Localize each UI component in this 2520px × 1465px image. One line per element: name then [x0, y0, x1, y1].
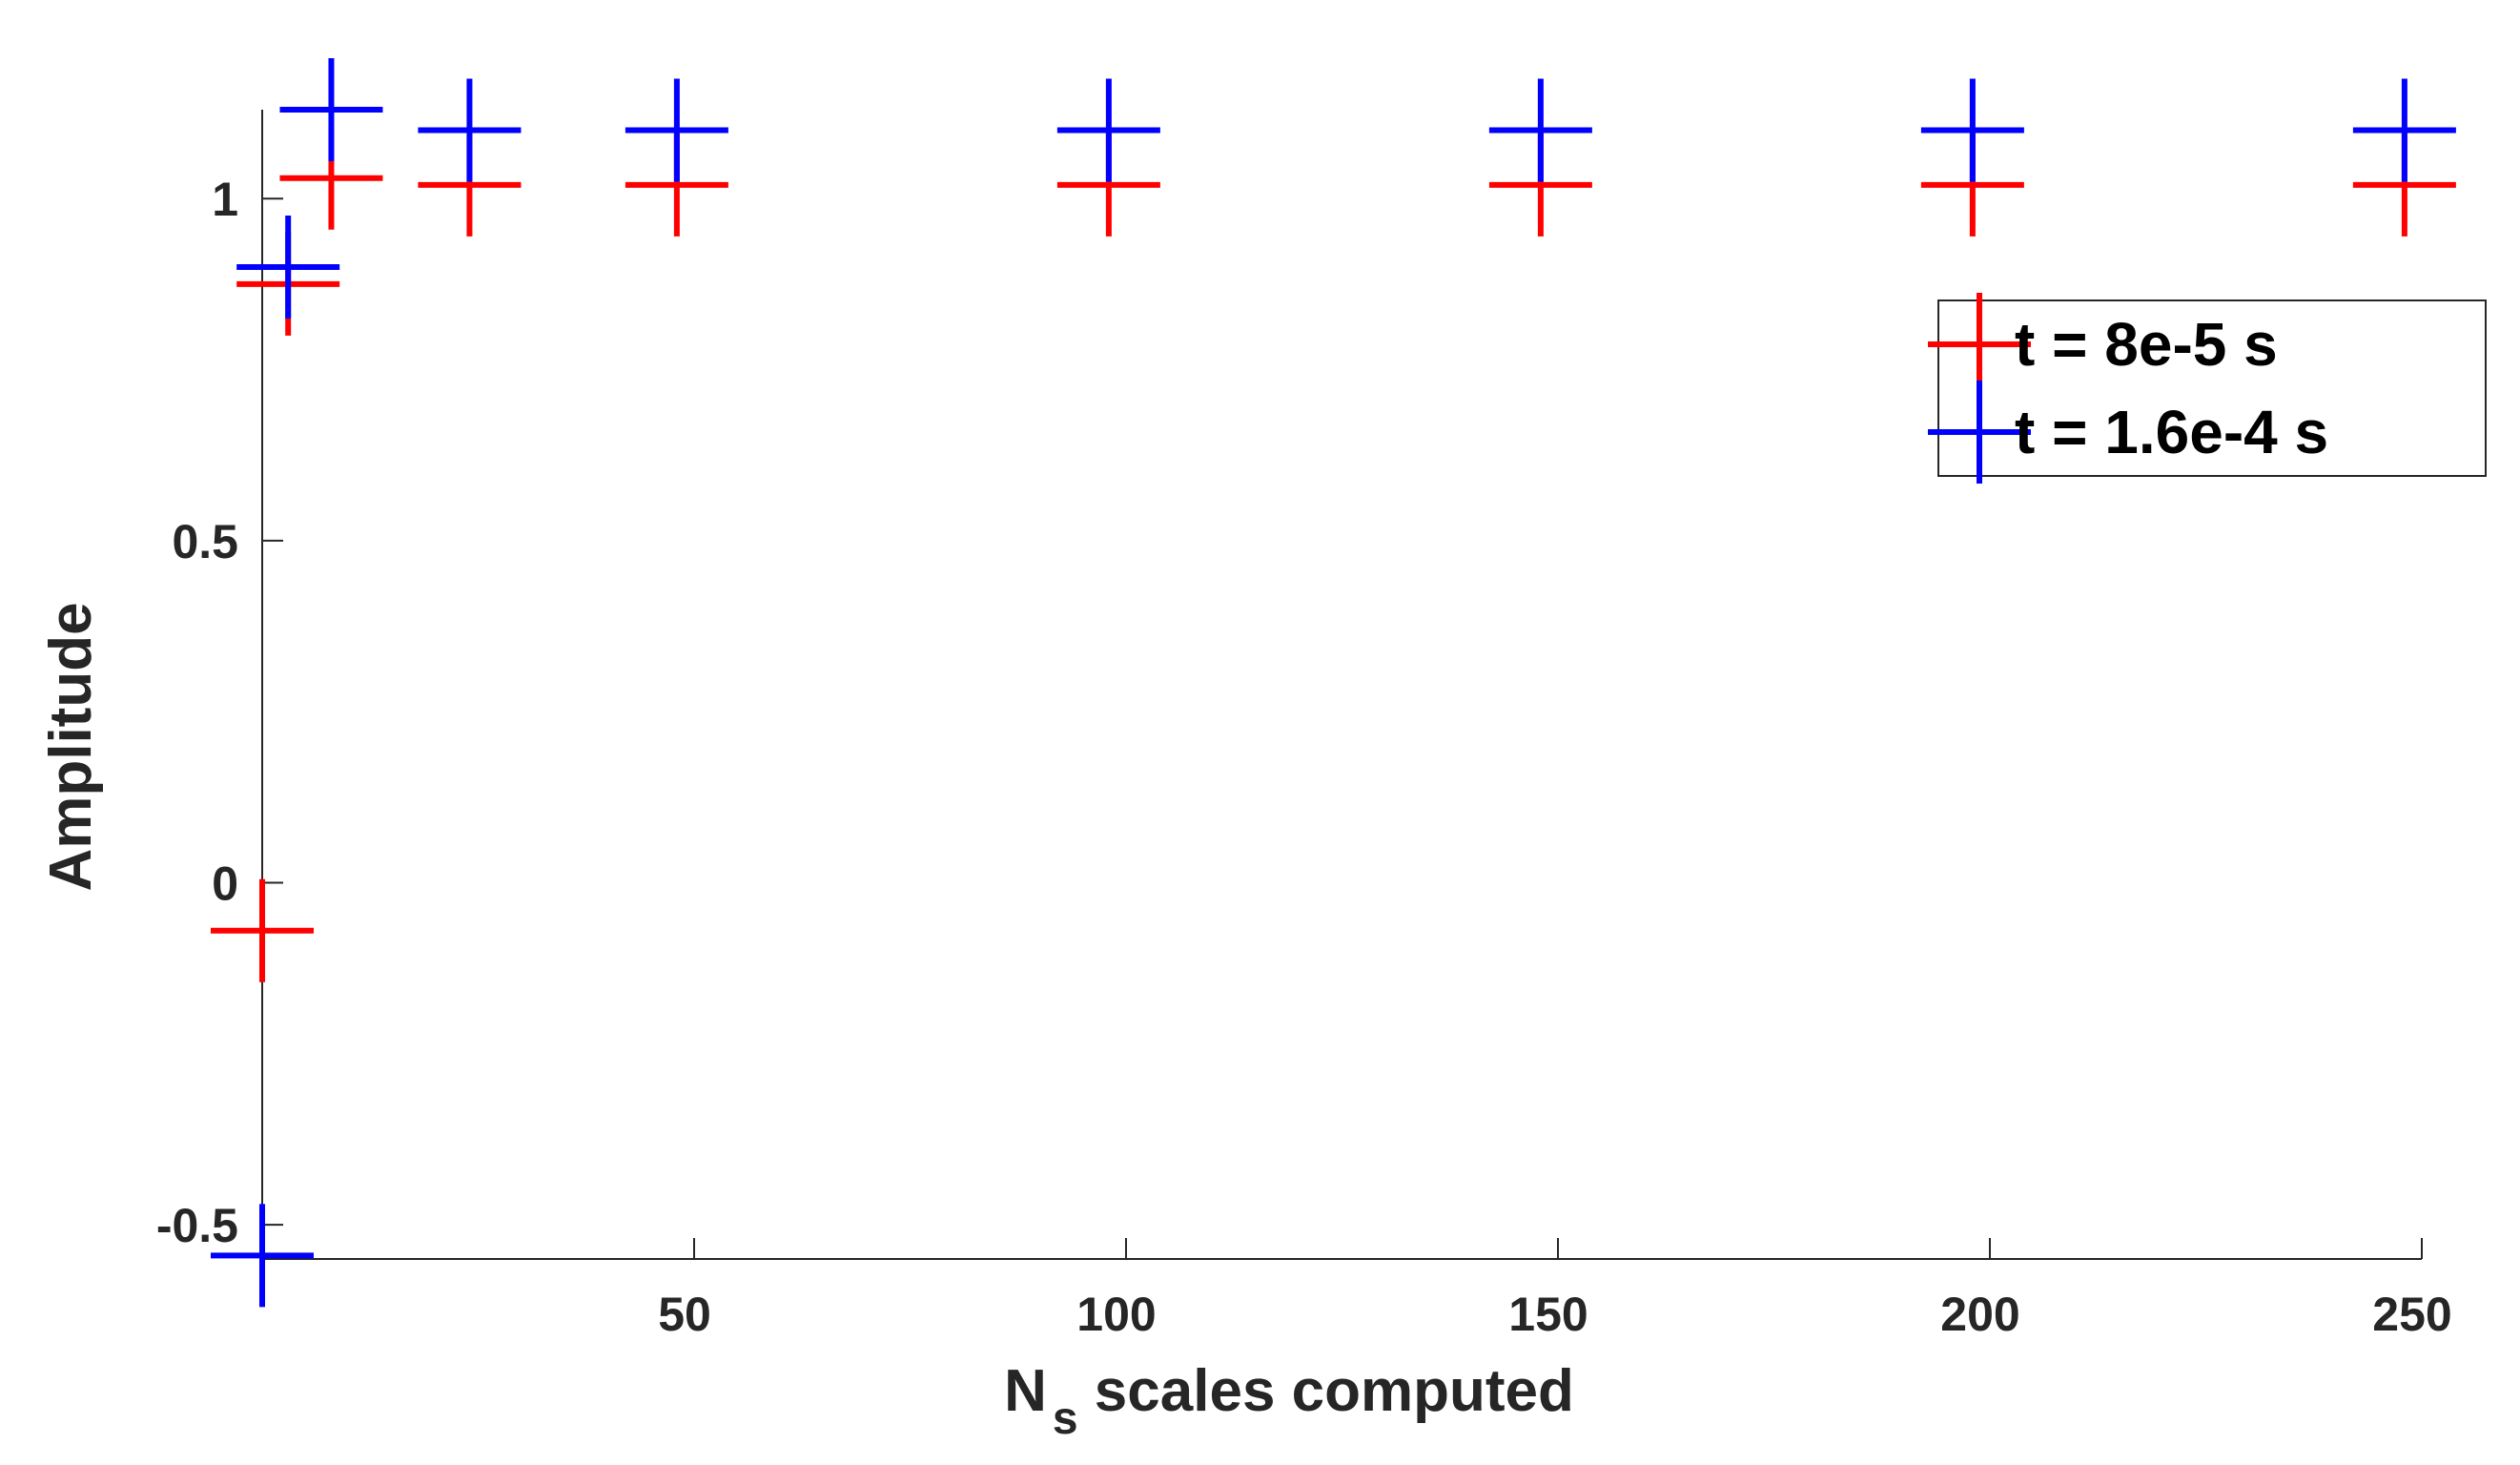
- x-axis-title-rest: scales computed: [1078, 1358, 1574, 1424]
- series-layer: [211, 58, 2456, 1308]
- data-point: [418, 78, 522, 182]
- x-tick-label: 250: [2372, 1288, 2451, 1341]
- x-axis-title-subscript: s: [1053, 1393, 1078, 1444]
- legend-entry: t = 1.6e-4 s: [1928, 381, 2328, 484]
- legend: t = 8e-5 s t = 1.6e-4 s: [1928, 293, 2487, 484]
- axes: [261, 110, 2422, 1260]
- data-point: [211, 1204, 314, 1308]
- x-tick-label: 100: [1076, 1288, 1156, 1341]
- data-point: [279, 58, 383, 161]
- legend-entries: t = 8e-5 s t = 1.6e-4 s: [1928, 293, 2328, 484]
- x-ticks: 50 100 150 200 250: [658, 1238, 2452, 1341]
- data-point: [1056, 78, 1160, 182]
- y-tick-label: -0.5: [156, 1199, 238, 1252]
- data-point: [211, 878, 314, 982]
- legend-entry: t = 8e-5 s: [1928, 293, 2278, 396]
- legend-label: t = 1.6e-4 s: [2015, 398, 2328, 466]
- x-tick-label: 150: [1508, 1288, 1588, 1341]
- y-ticks: -0.5 0 0.5 1: [156, 173, 283, 1252]
- legend-box: [1937, 299, 2487, 477]
- y-axis-title: Amplitude: [38, 602, 104, 891]
- series-2: [211, 58, 2456, 1308]
- data-point: [236, 215, 340, 319]
- x-tick-label: 50: [658, 1288, 711, 1341]
- y-tick-label: 0.5: [172, 515, 238, 568]
- data-point: [625, 78, 728, 182]
- y-tick-label: 1: [212, 173, 238, 226]
- data-point: [1920, 78, 2024, 182]
- data-point: [2352, 78, 2456, 182]
- y-tick-label: 0: [212, 857, 238, 911]
- data-point: [1488, 78, 1592, 182]
- x-tick-label: 200: [1940, 1288, 2019, 1341]
- legend-label: t = 8e-5 s: [2015, 310, 2278, 379]
- x-axis-title-main: N: [1004, 1358, 1047, 1424]
